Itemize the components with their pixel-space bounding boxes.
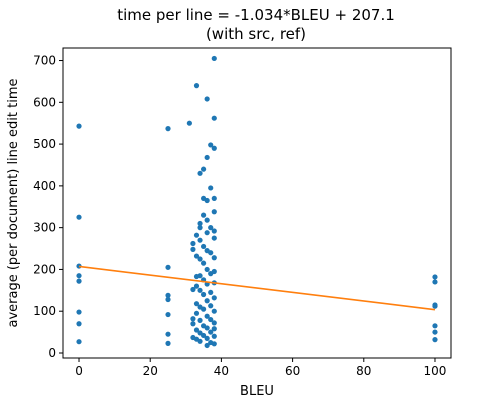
data-point — [212, 146, 217, 151]
data-point — [165, 312, 170, 317]
chart-subtitle: (with src, ref) — [206, 25, 306, 43]
data-point — [197, 318, 202, 323]
data-point — [208, 250, 213, 255]
x-tick-label: 0 — [75, 364, 83, 378]
data-point — [205, 155, 210, 160]
y-axis-label: average (per document) line edit time — [6, 78, 21, 327]
data-point — [205, 267, 210, 272]
data-point — [205, 336, 210, 341]
data-point — [205, 218, 210, 223]
data-point — [212, 255, 217, 260]
y-tick-label: 0 — [48, 346, 56, 360]
data-point — [76, 339, 81, 344]
data-point — [190, 247, 195, 252]
data-point — [197, 273, 202, 278]
data-point — [201, 292, 206, 297]
data-point — [212, 334, 217, 339]
data-point — [432, 279, 437, 284]
data-point — [212, 326, 217, 331]
y-tick-label: 200 — [33, 262, 56, 276]
data-point — [205, 230, 210, 235]
data-point — [194, 233, 199, 238]
data-point — [76, 309, 81, 314]
data-point — [76, 215, 81, 220]
y-tick-label: 300 — [33, 221, 56, 235]
data-point — [212, 209, 217, 214]
data-point — [197, 288, 202, 293]
y-tick-label: 600 — [33, 95, 56, 109]
data-point — [201, 167, 206, 172]
data-point — [432, 323, 437, 328]
data-point — [212, 196, 217, 201]
x-tick-label: 60 — [285, 364, 300, 378]
data-point — [165, 341, 170, 346]
data-point — [76, 124, 81, 129]
data-point — [194, 311, 199, 316]
data-point — [190, 321, 195, 326]
data-point — [208, 185, 213, 190]
data-point — [197, 256, 202, 261]
data-point — [212, 116, 217, 121]
data-point — [194, 284, 199, 289]
data-point — [76, 273, 81, 278]
data-point — [201, 213, 206, 218]
data-point — [205, 298, 210, 303]
data-point — [187, 121, 192, 126]
data-point — [197, 171, 202, 176]
x-tick-label: 100 — [424, 364, 447, 378]
data-point — [165, 297, 170, 302]
data-point — [208, 290, 213, 295]
data-point — [432, 337, 437, 342]
data-point — [212, 295, 217, 300]
data-point — [194, 83, 199, 88]
data-point — [76, 279, 81, 284]
data-point — [201, 244, 206, 249]
data-point — [165, 265, 170, 270]
data-point — [197, 225, 202, 230]
data-point — [190, 316, 195, 321]
data-point — [197, 339, 202, 344]
data-point — [205, 325, 210, 330]
data-point — [201, 261, 206, 266]
data-point — [212, 269, 217, 274]
data-point — [212, 228, 217, 233]
data-point — [212, 341, 217, 346]
data-point — [212, 309, 217, 314]
data-point — [432, 329, 437, 334]
data-point — [205, 198, 210, 203]
x-tick-label: 80 — [356, 364, 371, 378]
data-point — [208, 303, 213, 308]
data-point — [432, 304, 437, 309]
data-point — [76, 321, 81, 326]
data-point — [201, 307, 206, 312]
data-point — [212, 235, 217, 240]
y-tick-label: 100 — [33, 304, 56, 318]
x-tick-label: 20 — [143, 364, 158, 378]
data-point — [212, 56, 217, 61]
chart-title: time per line = -1.034*BLEU + 207.1 — [117, 6, 395, 24]
x-tick-label: 40 — [214, 364, 229, 378]
x-axis-label: BLEU — [240, 384, 274, 399]
data-point — [190, 241, 195, 246]
y-tick-label: 400 — [33, 179, 56, 193]
data-point — [165, 126, 170, 131]
data-point — [205, 96, 210, 101]
y-tick-label: 700 — [33, 54, 56, 68]
data-point — [197, 238, 202, 243]
data-point — [432, 274, 437, 279]
data-point — [165, 332, 170, 337]
y-tick-label: 500 — [33, 137, 56, 151]
data-point — [212, 320, 217, 325]
